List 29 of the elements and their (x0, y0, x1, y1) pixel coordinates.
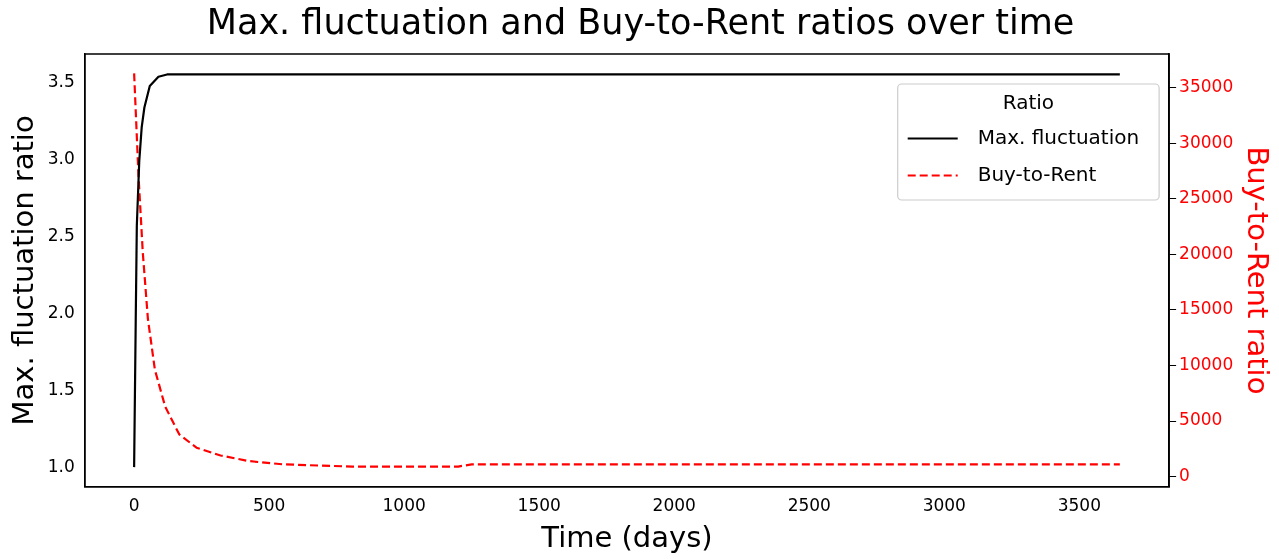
x-tick-label: 3000 (922, 495, 966, 516)
y2-tick-label: 0 (1179, 465, 1190, 485)
x-tick-label: 1000 (382, 495, 426, 516)
y-tick-label: 3.0 (47, 148, 75, 169)
x-tick-label: 500 (252, 495, 286, 516)
x-tick-label: 2000 (652, 495, 696, 516)
y-tick-label: 2.0 (47, 301, 75, 322)
chart-title: Max. fluctuation and Buy-to-Rent ratios over time (206, 2, 1075, 43)
y2-tick-label: 25000 (1179, 187, 1234, 208)
y-tick-label: 3.5 (47, 71, 75, 92)
y2-tick-label: 35000 (1179, 76, 1234, 97)
y2-axis-title: Buy-to-Rent ratio (1241, 146, 1276, 395)
x-axis-title: Time (days) (540, 520, 713, 555)
y-axis-title: Max. fluctuation ratio (5, 115, 40, 426)
y-tick-label: 2.5 (47, 225, 75, 246)
y-tick-label: 1.5 (47, 378, 75, 399)
x-tick-label: 1500 (517, 495, 561, 516)
x-tick-label: 3500 (1057, 495, 1101, 516)
y-tick-label: 1.0 (47, 455, 75, 476)
y2-tick-label: 10000 (1179, 353, 1234, 374)
legend-label: Buy-to-Rent (977, 161, 1097, 186)
legend-label: Max. fluctuation (977, 124, 1140, 149)
y2-tick-label: 20000 (1179, 242, 1234, 263)
x-tick-label: 0 (128, 495, 140, 516)
y2-tick-label: 5000 (1179, 409, 1223, 430)
legend-title: Ratio (1002, 90, 1055, 115)
y2-tick-label: 30000 (1179, 131, 1234, 152)
x-tick-label: 2500 (787, 495, 831, 516)
y2-tick-label: 15000 (1179, 298, 1234, 319)
